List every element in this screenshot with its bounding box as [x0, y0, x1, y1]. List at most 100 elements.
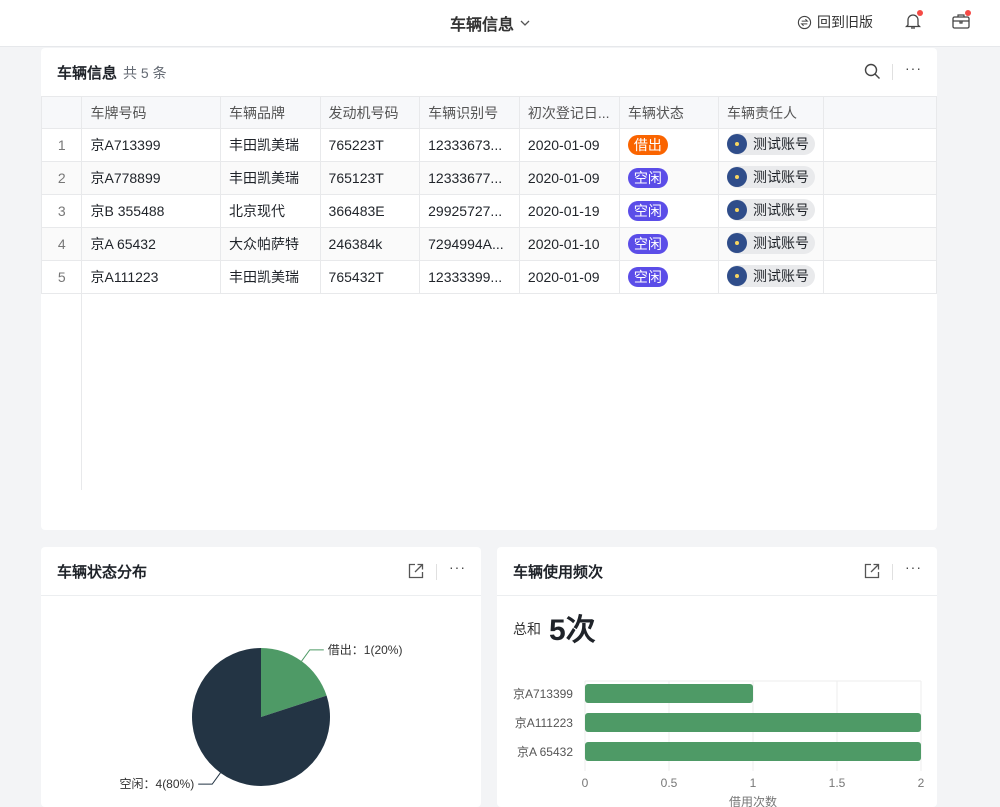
- status-badge: 空闲: [627, 234, 668, 254]
- total-value: 5次: [549, 614, 596, 647]
- column-header[interactable]: 发动机号码: [319, 96, 421, 129]
- record-count: 共 5 条: [123, 65, 167, 81]
- briefcase-icon[interactable]: [952, 13, 970, 29]
- status-cell: 空闲: [618, 161, 720, 195]
- engine-cell: 366483E: [319, 194, 421, 228]
- brand-cell: 大众帕萨特: [219, 227, 321, 261]
- owner-tag[interactable]: 测试账号: [727, 199, 816, 221]
- column-header[interactable]: 车辆品牌: [219, 96, 321, 129]
- row-index: 1: [40, 128, 83, 162]
- more-icon[interactable]: ···: [449, 559, 466, 575]
- pie-label-line: [198, 772, 221, 785]
- brand-cell: 丰田凯美瑞: [219, 161, 321, 195]
- plate-cell: 京A111223: [81, 260, 221, 294]
- engine-cell: 765123T: [319, 161, 421, 195]
- vin-cell: 29925727...: [419, 194, 520, 228]
- owner-tag[interactable]: 测试账号: [727, 166, 816, 188]
- owner-tag[interactable]: 测试账号: [727, 133, 816, 155]
- card-title: 车辆信息共 5 条: [57, 65, 167, 82]
- column-header[interactable]: 车辆状态: [618, 96, 720, 129]
- x-tick-label: 1: [750, 776, 757, 790]
- card-title: 车辆使用频次: [513, 564, 604, 581]
- status-cell: 借出: [618, 128, 720, 162]
- empty-cell: [823, 161, 937, 195]
- bell-icon[interactable]: [905, 12, 921, 30]
- owner-cell: 测试账号: [718, 194, 825, 228]
- bar: [585, 742, 921, 761]
- top-bar: 车辆信息 回到旧版: [0, 0, 1000, 47]
- row-index: 5: [40, 260, 83, 294]
- avatar: [727, 200, 748, 220]
- vehicle-table: 车牌号码 车辆品牌 发动机号码 车辆识别号 初次登记日... 车辆状态 车辆责任人 1 京A…: [40, 96, 937, 294]
- swap-icon: [797, 15, 812, 29]
- notification-dot: [917, 10, 923, 16]
- more-icon[interactable]: ···: [905, 559, 922, 575]
- empty-cell: [823, 194, 937, 228]
- column-header[interactable]: 车辆识别号: [419, 96, 520, 129]
- expand-icon[interactable]: [864, 563, 880, 579]
- status-badge: 空闲: [627, 168, 668, 188]
- table-row[interactable]: 4 京A 65432 大众帕萨特 246384k 7294994A... 202…: [40, 227, 937, 261]
- owner-cell: 测试账号: [718, 128, 825, 162]
- column-header-empty: [823, 96, 937, 129]
- page-title-dropdown[interactable]: 车辆信息: [450, 11, 530, 35]
- table-header-row: 车牌号码 车辆品牌 发动机号码 车辆识别号 初次登记日... 车辆状态 车辆责任人: [40, 96, 937, 129]
- owner-cell: 测试账号: [718, 227, 825, 261]
- engine-cell: 765223T: [319, 128, 421, 162]
- old-version-label: 回到旧版: [817, 14, 873, 30]
- engine-cell: 765432T: [319, 260, 421, 294]
- owner-tag[interactable]: 测试账号: [727, 265, 816, 287]
- avatar: [727, 134, 748, 154]
- column-header[interactable]: 车牌号码: [81, 96, 221, 129]
- brand-cell: 北京现代: [219, 194, 321, 228]
- brand-cell: 丰田凯美瑞: [219, 128, 321, 162]
- table-row[interactable]: 5 京A111223 丰田凯美瑞 765432T 12333399... 202…: [40, 260, 937, 294]
- more-icon[interactable]: ···: [905, 60, 922, 76]
- table-row[interactable]: 1 京A713399 丰田凯美瑞 765223T 12333673... 202…: [40, 128, 937, 162]
- total-label: 总和: [513, 621, 541, 637]
- owner-name: 测试账号: [753, 136, 810, 152]
- x-tick-label: 0.5: [661, 776, 678, 790]
- row-index: 2: [40, 161, 83, 195]
- divider: [497, 595, 937, 596]
- date-cell: 2020-01-10: [518, 227, 620, 261]
- owner-name: 测试账号: [753, 202, 810, 218]
- search-icon[interactable]: [864, 63, 881, 80]
- owner-name: 测试账号: [753, 169, 810, 185]
- plate-cell: 京A778899: [81, 161, 221, 195]
- pie-slice: [192, 648, 330, 786]
- status-pie-card: 车辆状态分布 ··· 借出：1(20%) 空闲：4(80%): [41, 547, 481, 807]
- page-title: 车辆信息: [450, 17, 515, 34]
- status-cell: 空闲: [618, 227, 720, 261]
- column-header[interactable]: 初次登记日...: [518, 96, 620, 129]
- plate-cell: 京A713399: [81, 128, 221, 162]
- avatar: [727, 233, 748, 253]
- row-index: 4: [40, 227, 83, 261]
- table-row[interactable]: 3 京B 355488 北京现代 366483E 29925727... 202…: [40, 194, 937, 228]
- pie-chart: 借出：1(20%) 空闲：4(80%): [120, 643, 403, 791]
- column-header[interactable]: 车辆责任人: [718, 96, 825, 129]
- divider: [892, 564, 893, 580]
- engine-cell: 246384k: [319, 227, 421, 261]
- empty-cell: [823, 128, 937, 162]
- plate-cell: 京A 65432: [81, 227, 221, 261]
- table-row[interactable]: 2 京A778899 丰田凯美瑞 765123T 12333677... 202…: [40, 161, 937, 195]
- x-tick-label: 0: [582, 776, 589, 790]
- status-badge: 借出: [627, 135, 668, 155]
- row-index: 3: [40, 194, 83, 228]
- vin-cell: 7294994A...: [419, 227, 520, 261]
- status-badge: 空闲: [627, 201, 668, 221]
- x-axis-label: 借用次数: [729, 794, 777, 807]
- avatar: [727, 167, 748, 187]
- owner-name: 测试账号: [753, 268, 810, 284]
- usage-bar-card: 车辆使用频次 ··· 总和 5次 0 0.5 1 1.5 2 京A713399 京A1112…: [497, 547, 937, 807]
- old-version-button[interactable]: 回到旧版: [797, 12, 873, 32]
- status-cell: 空闲: [618, 260, 720, 294]
- y-category-label: 京A 65432: [517, 745, 573, 759]
- avatar: [727, 266, 748, 286]
- notification-dot: [965, 10, 971, 16]
- brand-cell: 丰田凯美瑞: [219, 260, 321, 294]
- expand-icon[interactable]: [408, 563, 424, 579]
- bar: [585, 684, 753, 703]
- owner-tag[interactable]: 测试账号: [727, 232, 816, 254]
